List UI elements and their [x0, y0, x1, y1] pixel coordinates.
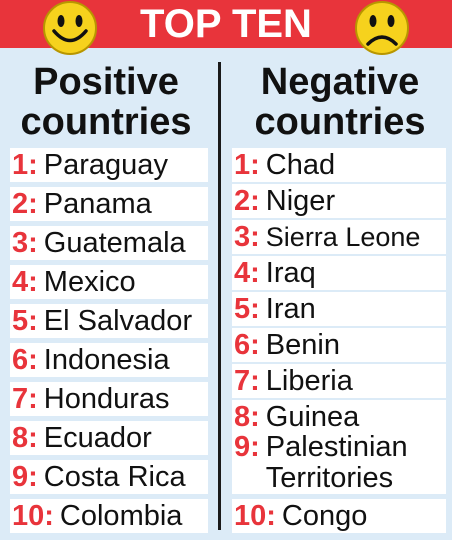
rank-number: 5:: [234, 292, 260, 325]
negative-list-item: 1: Chad: [232, 148, 446, 182]
country-name: Paraguay: [43, 148, 168, 181]
negative-list-item: 7: Liberia: [232, 364, 446, 398]
column-divider: [218, 62, 221, 530]
rank-number: 7:: [12, 382, 38, 415]
rank-number: 3:: [234, 220, 260, 253]
negative-list-item: 9: Palestinian Territories: [232, 432, 446, 494]
country-name: Liberia: [265, 364, 353, 397]
country-name: Benin: [265, 328, 340, 361]
country-name: Guatemala: [43, 226, 186, 259]
rank-number: 8:: [234, 400, 260, 433]
negative-heading: Negative countries: [234, 62, 446, 142]
country-name: Mexico: [43, 265, 136, 298]
smiley-happy-icon: [43, 1, 97, 55]
positive-list-item: 7: Honduras: [10, 382, 208, 416]
negative-list-item: 8: Guinea: [232, 400, 446, 434]
positive-list-item: 4: Mexico: [10, 265, 208, 299]
negative-list-item: 2: Niger: [232, 184, 446, 218]
country-name: Chad: [265, 148, 336, 181]
country-name: Niger: [265, 184, 336, 217]
rank-number: 9:: [234, 431, 260, 463]
rank-number: 3:: [12, 226, 38, 259]
negative-heading-line2: countries: [254, 101, 426, 143]
rank-number: 2:: [12, 187, 38, 220]
smiley-sad-icon: [355, 1, 409, 55]
negative-list-item: 4: Iraq: [232, 256, 446, 290]
rank-number: 8:: [12, 421, 38, 454]
country-name: Panama: [43, 187, 152, 220]
country-name: Costa Rica: [43, 460, 186, 493]
rank-number: 10:: [12, 499, 54, 532]
positive-heading: Positive countries: [6, 62, 206, 142]
negative-list-item: 3: Sierra Leone: [232, 220, 446, 254]
positive-list-item: 9: Costa Rica: [10, 460, 208, 494]
positive-list-item: 5: El Salvador: [10, 304, 208, 338]
country-name: Iran: [265, 292, 316, 325]
country-name: Palestinian Territories: [265, 431, 408, 494]
positive-list-item: 3: Guatemala: [10, 226, 208, 260]
country-name: Colombia: [59, 499, 183, 532]
rank-number: 1:: [12, 148, 38, 181]
rank-number: 1:: [234, 148, 260, 181]
negative-heading-line1: Negative: [260, 61, 420, 103]
positive-list-item: 2: Panama: [10, 187, 208, 221]
banner-title: TOP TEN: [140, 2, 312, 46]
positive-heading-line2: countries: [20, 101, 192, 143]
rank-number: 5:: [12, 304, 38, 337]
positive-heading-line1: Positive: [33, 61, 179, 103]
country-name: Sierra Leone: [265, 221, 421, 252]
country-name: Indonesia: [43, 343, 170, 376]
negative-list-item: 10: Congo: [232, 499, 446, 533]
rank-number: 4:: [234, 256, 260, 289]
negative-list-item: 6: Benin: [232, 328, 446, 362]
rank-number: 2:: [234, 184, 260, 217]
rank-number: 6:: [234, 328, 260, 361]
country-name: Guinea: [265, 400, 360, 433]
country-name: El Salvador: [43, 304, 193, 337]
rank-number: 7:: [234, 364, 260, 397]
country-name: Ecuador: [43, 421, 152, 454]
positive-list-item: 8: Ecuador: [10, 421, 208, 455]
negative-list-item: 5: Iran: [232, 292, 446, 326]
country-name: Congo: [281, 499, 368, 532]
rank-number: 9:: [12, 460, 38, 493]
positive-list-item: 10: Colombia: [10, 499, 208, 533]
positive-list-item: 1: Paraguay: [10, 148, 208, 182]
rank-number: 6:: [12, 343, 38, 376]
rank-number: 4:: [12, 265, 38, 298]
country-name: Honduras: [43, 382, 170, 415]
positive-list-item: 6: Indonesia: [10, 343, 208, 377]
rank-number: 10:: [234, 499, 276, 532]
country-name: Iraq: [265, 256, 316, 289]
